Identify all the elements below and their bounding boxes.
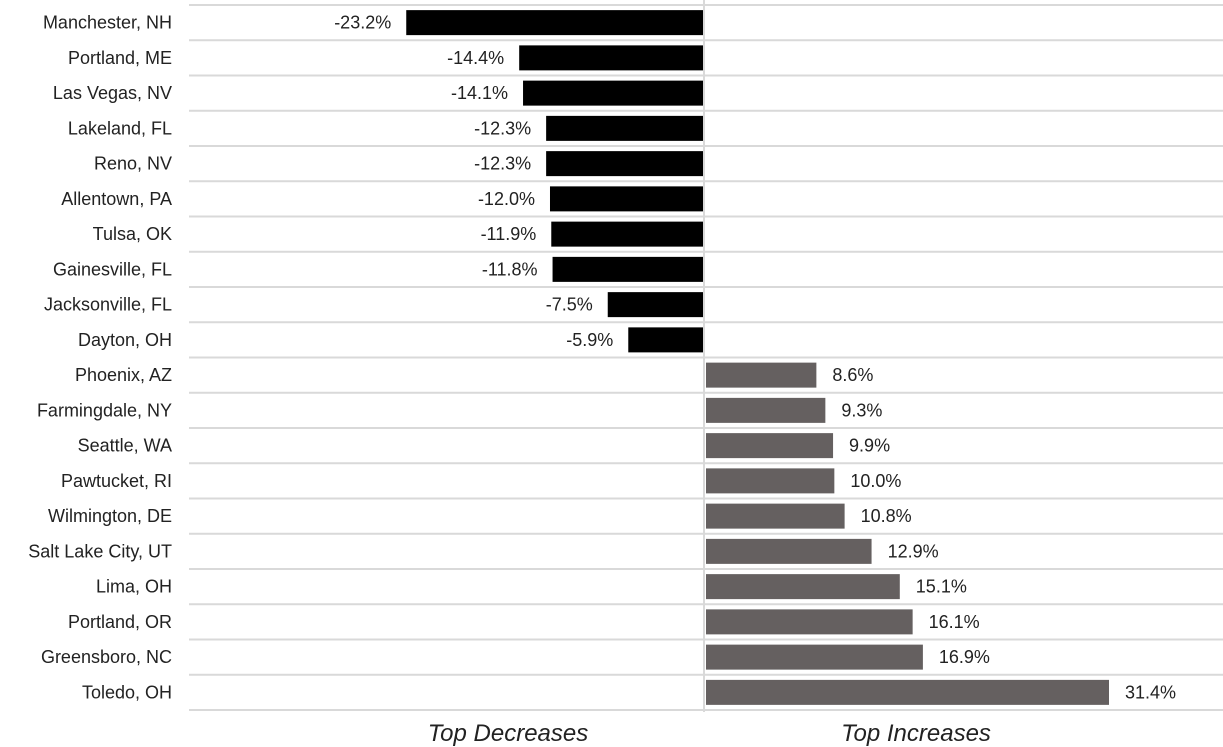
bar-seattle-wa [706, 433, 834, 459]
bar-las-vegas-nv [523, 80, 704, 106]
data-label: 9.9% [849, 436, 890, 456]
data-label: -14.4% [447, 48, 504, 68]
bar-wilmington-de [706, 503, 845, 529]
data-label: -23.2% [334, 13, 391, 33]
bars [406, 10, 1109, 705]
bar-lima-oh [706, 574, 900, 600]
group-label-top-decreases: Top Decreases [428, 720, 589, 747]
category-label: Salt Lake City, UT [28, 541, 172, 561]
bar-phoenix-az [706, 362, 817, 388]
category-label: Greensboro, NC [41, 647, 172, 667]
data-label: -12.3% [474, 118, 531, 138]
category-label: Portland, OR [68, 612, 172, 632]
category-label: Dayton, OH [78, 330, 172, 350]
category-label: Reno, NV [94, 154, 172, 174]
category-label: Lima, OH [96, 577, 172, 597]
data-label: -7.5% [546, 295, 593, 315]
category-label: Portland, ME [68, 48, 172, 68]
bar-jacksonville-fl [607, 292, 704, 318]
category-label: Toledo, OH [82, 682, 172, 702]
bar-salt-lake-city-ut [706, 538, 872, 564]
data-label: -12.0% [478, 189, 535, 209]
gridlines [189, 4, 1223, 711]
bar-manchester-nh [406, 10, 704, 36]
category-label: Manchester, NH [43, 13, 172, 33]
data-label: -11.8% [482, 259, 538, 279]
data-label: 12.9% [888, 541, 939, 561]
data-label: 15.1% [916, 577, 967, 597]
data-label: 10.8% [861, 506, 912, 526]
bar-portland-me [519, 45, 704, 71]
bar-reno-nv [546, 151, 704, 177]
category-label: Farmingdale, NY [37, 400, 172, 420]
bar-lakeland-fl [546, 115, 704, 141]
data-label: 16.9% [939, 647, 990, 667]
data-label: -5.9% [566, 330, 613, 350]
data-label: 16.1% [929, 612, 980, 632]
category-label: Wilmington, DE [48, 506, 172, 526]
category-label: Phoenix, AZ [75, 365, 172, 385]
category-label: Las Vegas, NV [53, 83, 172, 103]
data-label: -11.9% [481, 224, 537, 244]
data-label: -12.3% [474, 154, 531, 174]
bar-gainesville-fl [552, 256, 704, 282]
bar-toledo-oh [706, 679, 1109, 705]
category-label: Gainesville, FL [53, 259, 172, 279]
data-label: 10.0% [850, 471, 901, 491]
bar-dayton-oh [628, 327, 704, 353]
data-label: -14.1% [451, 83, 508, 103]
data-labels: -23.2% -14.4% -14.1% -12.3% -12.3% -12.0% -11.… [334, 13, 1176, 703]
group-label-top-increases: Top Increases [841, 720, 991, 747]
bar-allentown-pa [549, 186, 704, 212]
bar-portland-or [706, 609, 913, 635]
category-label: Lakeland, FL [68, 118, 172, 138]
category-label: Pawtucket, RI [61, 471, 172, 491]
bar-pawtucket-ri [706, 468, 835, 494]
category-label: Seattle, WA [78, 436, 172, 456]
category-labels: Manchester, NH Portland, ME Las Vegas, NV L… [28, 13, 172, 703]
data-label: 31.4% [1125, 682, 1176, 702]
category-label: Allentown, PA [61, 189, 172, 209]
category-label: Tulsa, OK [93, 224, 172, 244]
bar-greensboro-nc [706, 644, 923, 670]
data-label: 9.3% [841, 400, 882, 420]
category-label: Jacksonville, FL [44, 295, 172, 315]
bar-farmingdale-ny [706, 397, 826, 423]
data-label: 8.6% [832, 365, 873, 385]
bar-tulsa-ok [551, 221, 704, 247]
